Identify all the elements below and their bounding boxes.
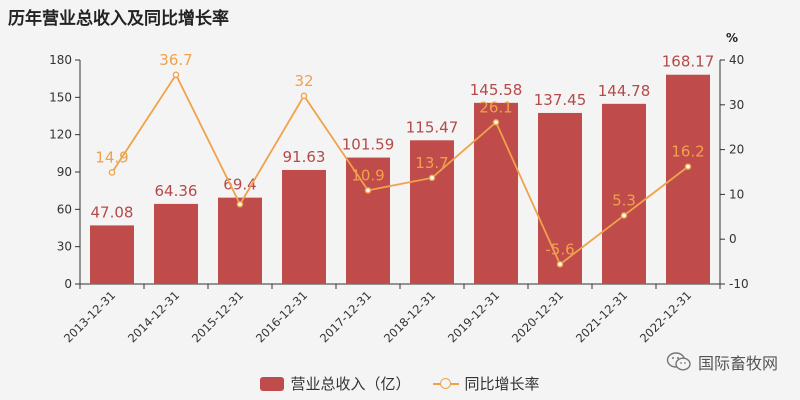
bar-value-label: 137.45 [534, 91, 587, 109]
growth-point[interactable] [172, 71, 180, 79]
growth-point[interactable] [364, 187, 372, 194]
legend-item-revenue[interactable]: 营业总收入（亿） [260, 373, 411, 394]
y-right-tick-label: 0 [729, 232, 737, 246]
x-tick-label: 2020-12-31 [509, 288, 566, 345]
bar-value-label: 101.59 [342, 136, 395, 154]
y-left-tick-label: 120 [49, 128, 72, 142]
y-left-tick-label: 60 [57, 202, 72, 216]
bar[interactable] [666, 74, 710, 285]
y-left-tick-label: 150 [49, 90, 72, 104]
growth-value-label: 10.9 [351, 166, 384, 184]
growth-point[interactable] [300, 92, 308, 100]
bar-value-label: 144.78 [598, 82, 651, 100]
legend-item-growth[interactable]: 同比增长率 [432, 373, 540, 394]
x-tick-label: 2016-12-31 [253, 288, 310, 345]
y-left-tick-label: 30 [57, 240, 72, 254]
wechat-icon [666, 351, 692, 373]
legend-label-revenue: 营业总收入（亿） [290, 375, 411, 393]
bar[interactable] [474, 102, 518, 285]
growth-value-label: 36.7 [159, 51, 192, 69]
growth-value-label: 26.1 [479, 98, 512, 116]
x-tick-label: 2017-12-31 [317, 288, 374, 345]
x-tick-label: 2021-12-31 [573, 288, 630, 345]
bar-value-label: 64.36 [155, 182, 198, 200]
bar[interactable] [90, 225, 134, 284]
growth-point[interactable] [236, 200, 244, 208]
legend-label-growth: 同比增长率 [464, 375, 540, 393]
page-title: 历年营业总收入及同比增长率 [8, 9, 229, 29]
legend: 营业总收入（亿） 同比增长率 [0, 373, 800, 394]
x-tick-label: 2013-12-31 [61, 288, 118, 345]
growth-line-path [111, 72, 689, 266]
growth-point[interactable] [428, 174, 436, 182]
bars [90, 74, 710, 285]
bar[interactable] [154, 203, 198, 284]
growth-value-label: -5.6 [545, 240, 574, 258]
growth-line-labels: 14.9 36.7 32 10.9 13.7 26.1 -5.6 5.3 16.2 [95, 51, 704, 259]
bar-value-label: 47.08 [91, 203, 134, 221]
legend-swatch-line [432, 377, 459, 391]
growth-value-label: 32 [294, 72, 313, 90]
bar[interactable] [602, 103, 646, 284]
x-tick-label: 2019-12-31 [445, 288, 502, 345]
growth-value-label: 13.7 [415, 154, 448, 172]
growth-point[interactable] [620, 212, 628, 219]
y-right-tick-label: 20 [729, 143, 744, 157]
growth-value-label: 16.2 [671, 143, 704, 161]
growth-point[interactable] [108, 169, 116, 176]
watermark: 国际畜牧网 [666, 350, 778, 374]
growth-value-label: 14.9 [95, 148, 128, 166]
bar-value-label: 115.47 [406, 118, 459, 136]
bar-value-label: 91.63 [283, 148, 326, 166]
y-right-tick-label: 10 [729, 187, 744, 201]
x-tick-label: 2018-12-31 [381, 288, 438, 345]
x-tick-label: 2015-12-31 [189, 288, 246, 345]
bar[interactable] [346, 157, 390, 284]
y-left-tick-label: 90 [57, 165, 72, 179]
growth-line [108, 71, 692, 268]
y-left-tick-label: 180 [49, 53, 72, 67]
bar[interactable] [218, 197, 262, 284]
y-right-tick-label: 40 [729, 53, 744, 67]
y-right-tick-label: 30 [729, 98, 744, 112]
growth-value-label: 5.3 [612, 191, 636, 209]
x-tick-label: 2014-12-31 [125, 288, 182, 345]
bar-value-label: 145.58 [470, 81, 523, 99]
x-tick-label: 2022-12-31 [637, 288, 694, 345]
bar-value-label: 168.17 [662, 53, 715, 71]
y-right-tick-label: -10 [729, 277, 749, 291]
growth-point[interactable] [684, 163, 692, 170]
legend-swatch-bar [260, 376, 285, 391]
bar[interactable] [282, 169, 326, 284]
watermark-text: 国际畜牧网 [697, 354, 778, 373]
y-right-unit: % [726, 31, 738, 45]
growth-point[interactable] [492, 118, 500, 126]
growth-point[interactable] [556, 260, 564, 268]
bar[interactable] [538, 112, 582, 284]
y-left-tick-label: 0 [64, 277, 72, 291]
